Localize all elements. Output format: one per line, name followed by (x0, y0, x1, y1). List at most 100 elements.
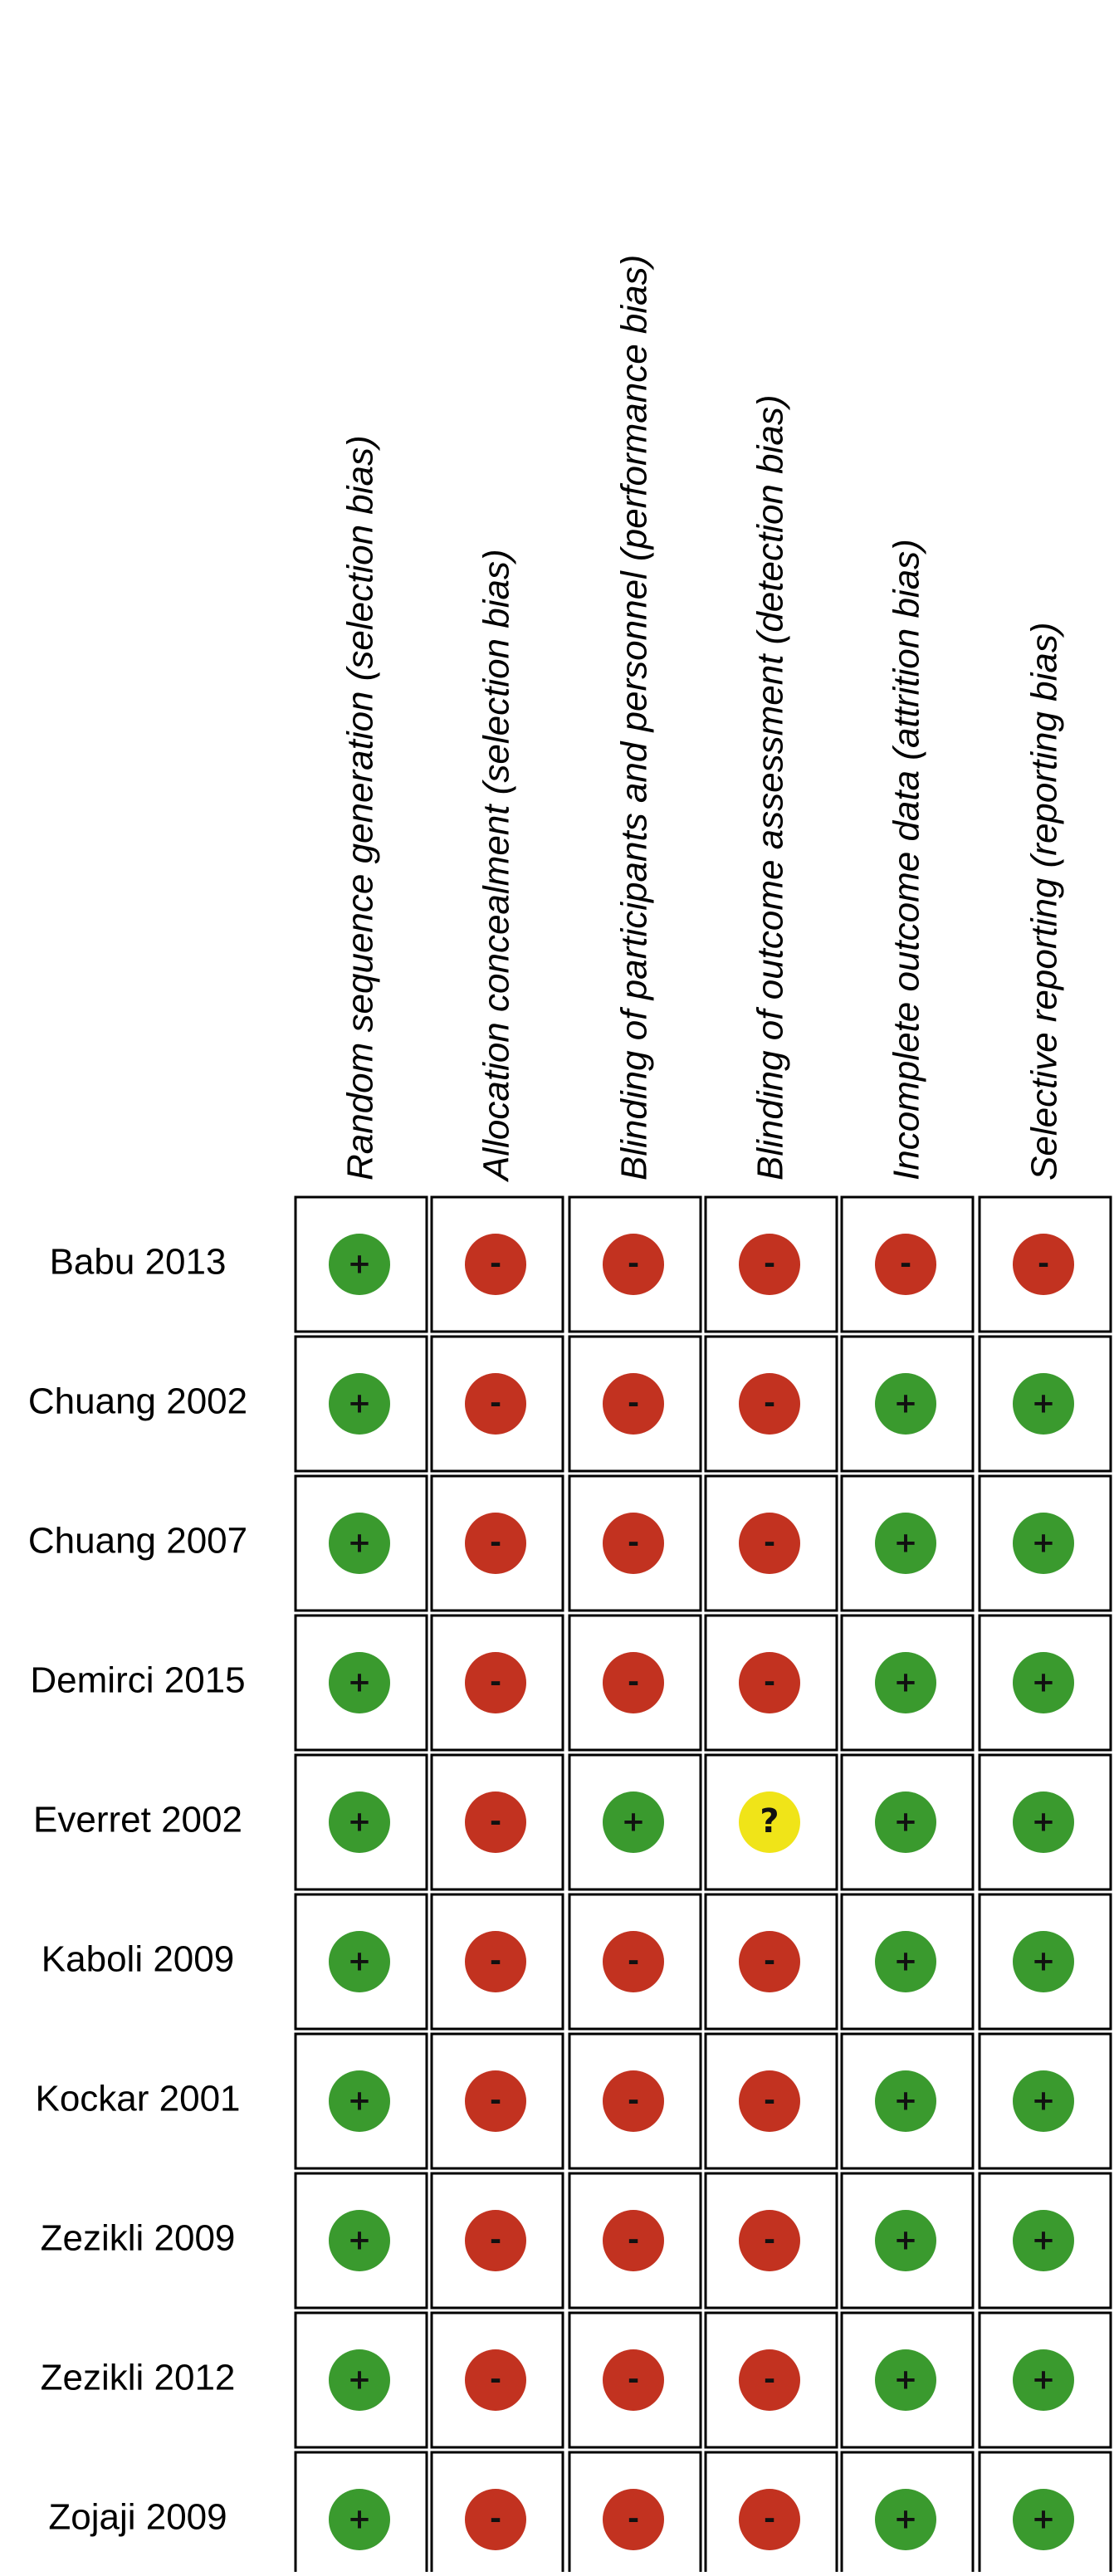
judgement-symbol-r10-c1: + (348, 2503, 372, 2536)
judgement-symbol-r2-c1: + (348, 1387, 372, 1420)
row-label-3: Chuang 2007 (28, 1521, 247, 1562)
judgement-dot-high-r4-c2 (465, 1652, 526, 1713)
judgement-dot-low-r7-c5 (875, 2070, 936, 2132)
judgement-dot-high-r4-c3 (603, 1652, 664, 1713)
judgement-dot-high-r1-c2 (465, 1234, 526, 1295)
judgement-dot-high-r10-c4 (739, 2489, 800, 2550)
judgement-symbol-r7-c5: + (894, 2085, 918, 2118)
judgement-symbol-r6-c2: - (490, 1945, 501, 1978)
judgement-dot-low-r9-c1 (329, 2349, 390, 2411)
row-label-1: Babu 2013 (50, 1242, 227, 1283)
judgement-dot-low-r4-c1 (329, 1652, 390, 1713)
judgement-symbol-r4-c2: - (490, 1666, 501, 1699)
judgement-symbol-r1-c3: - (628, 1248, 639, 1281)
judgement-symbol-r2-c6: + (1032, 1387, 1056, 1420)
judgement-symbol-r8-c6: + (1032, 2224, 1056, 2257)
judgement-dot-low-r5-c6 (1013, 1791, 1074, 1853)
judgement-dot-low-r10-c6 (1013, 2489, 1074, 2550)
judgement-symbol-r10-c6: + (1032, 2503, 1056, 2536)
judgement-symbol-r3-c2: - (490, 1527, 501, 1560)
cell-r6-c6 (978, 1893, 1112, 2031)
judgement-symbol-r1-c4: - (764, 1248, 775, 1281)
judgement-dot-low-r3-c6 (1013, 1513, 1074, 1574)
cell-r5-c4 (704, 1753, 838, 1891)
column-label-5: Incomplete outcome data (attrition bias) (887, 539, 927, 1180)
judgement-dot-high-r6-c2 (465, 1931, 526, 1992)
judgement-dot-high-r8-c2 (465, 2210, 526, 2271)
judgement-symbol-r3-c3: - (628, 1527, 639, 1560)
judgement-symbol-r1-c2: - (490, 1248, 501, 1281)
judgement-dot-low-r8-c6 (1013, 2210, 1074, 2271)
judgement-dot-low-r4-c6 (1013, 1652, 1074, 1713)
judgement-dot-high-r10-c2 (465, 2489, 526, 2550)
judgement-symbol-r4-c3: - (628, 1666, 639, 1699)
column-label-2: Allocation concealment (selection bias) (476, 549, 517, 1183)
row-label-6: Kaboli 2009 (42, 1939, 234, 1980)
judgement-dot-low-r7-c6 (1013, 2070, 1074, 2132)
judgement-symbol-r9-c1: + (348, 2363, 372, 2397)
judgement-symbol-r6-c5: + (894, 1945, 918, 1978)
judgement-dot-high-r9-c3 (603, 2349, 664, 2411)
row-label-10: Zojaji 2009 (48, 2497, 227, 2538)
row-label-9: Zezikli 2012 (41, 2358, 236, 2398)
judgement-symbol-r5-c1: + (348, 1806, 372, 1839)
column-label-4: Blinding of outcome assessment (detectio… (750, 395, 791, 1181)
judgement-symbol-r6-c1: + (348, 1945, 372, 1978)
judgement-dot-low-r7-c1 (329, 2070, 390, 2132)
judgement-dot-low-r6-c5 (875, 1931, 936, 1992)
judgement-dot-high-r7-c3 (603, 2070, 664, 2132)
judgement-symbol-r9-c6: + (1032, 2363, 1056, 2397)
judgement-symbol-r7-c1: + (348, 2085, 372, 2118)
cell-r8-c4 (704, 2172, 838, 2310)
judgement-dot-low-r2-c1 (329, 1373, 390, 1435)
judgement-dot-low-r5-c3 (603, 1791, 664, 1853)
judgement-symbol-r7-c4: - (764, 2085, 775, 2118)
judgement-dot-high-r5-c2 (465, 1791, 526, 1853)
judgement-symbol-r8-c3: - (628, 2224, 639, 2257)
judgement-symbol-r9-c5: + (894, 2363, 918, 2397)
column-label-1: Random sequence generation (selection bi… (340, 435, 381, 1180)
cell-r2-c6 (978, 1335, 1112, 1473)
row-label-8: Zezikli 2009 (41, 2218, 236, 2259)
judgement-symbol-r2-c3: - (628, 1387, 639, 1420)
column-label-3: Blinding of participants and personnel (… (614, 255, 655, 1180)
judgement-symbol-r3-c4: - (764, 1527, 775, 1560)
judgement-symbol-r1-c1: + (348, 1248, 372, 1281)
judgement-dot-high-r3-c3 (603, 1513, 664, 1574)
judgement-dot-low-r2-c5 (875, 1373, 936, 1435)
row-label-4: Demirci 2015 (30, 1660, 245, 1701)
judgement-symbol-r6-c6: + (1032, 1945, 1056, 1978)
judgement-dot-high-r10-c3 (603, 2489, 664, 2550)
judgement-dot-low-r6-c1 (329, 1931, 390, 1992)
cell-r10-c3 (568, 2451, 702, 2576)
judgement-dot-low-r5-c1 (329, 1791, 390, 1853)
judgement-symbol-r8-c4: - (764, 2224, 775, 2257)
judgement-symbol-r9-c2: - (490, 2363, 501, 2397)
row-label-7: Kockar 2001 (35, 2079, 240, 2119)
judgement-symbol-r4-c4: - (764, 1666, 775, 1699)
judgement-symbol-r2-c4: - (764, 1387, 775, 1420)
judgement-symbol-r7-c3: - (628, 2085, 639, 2118)
judgement-symbol-r1-c6: - (1038, 1248, 1049, 1281)
column-label-6: Selective reporting (reporting bias) (1024, 622, 1065, 1180)
cell-r3-c3 (568, 1474, 702, 1612)
cell-r10-c6 (978, 2451, 1112, 2576)
cell-r1-c2 (430, 1195, 564, 1333)
judgement-symbol-r6-c3: - (628, 1945, 639, 1978)
judgement-symbol-r8-c5: + (894, 2224, 918, 2257)
judgement-dot-low-r3-c1 (329, 1513, 390, 1574)
judgement-dot-high-r9-c4 (739, 2349, 800, 2411)
judgement-dot-low-r1-c1 (329, 1234, 390, 1295)
judgement-symbol-r4-c1: + (348, 1666, 372, 1699)
judgement-dot-low-r6-c6 (1013, 1931, 1074, 1992)
judgement-dot-low-r9-c5 (875, 2349, 936, 2411)
judgement-dot-high-r8-c4 (739, 2210, 800, 2271)
judgement-symbol-r1-c5: - (900, 1248, 911, 1281)
judgement-dot-high-r1-c6 (1013, 1234, 1074, 1295)
judgement-dot-low-r8-c1 (329, 2210, 390, 2271)
judgement-dot-low-r10-c5 (875, 2489, 936, 2550)
judgement-dot-high-r3-c2 (465, 1513, 526, 1574)
judgement-dot-high-r2-c4 (739, 1373, 800, 1435)
judgement-dot-high-r7-c4 (739, 2070, 800, 2132)
